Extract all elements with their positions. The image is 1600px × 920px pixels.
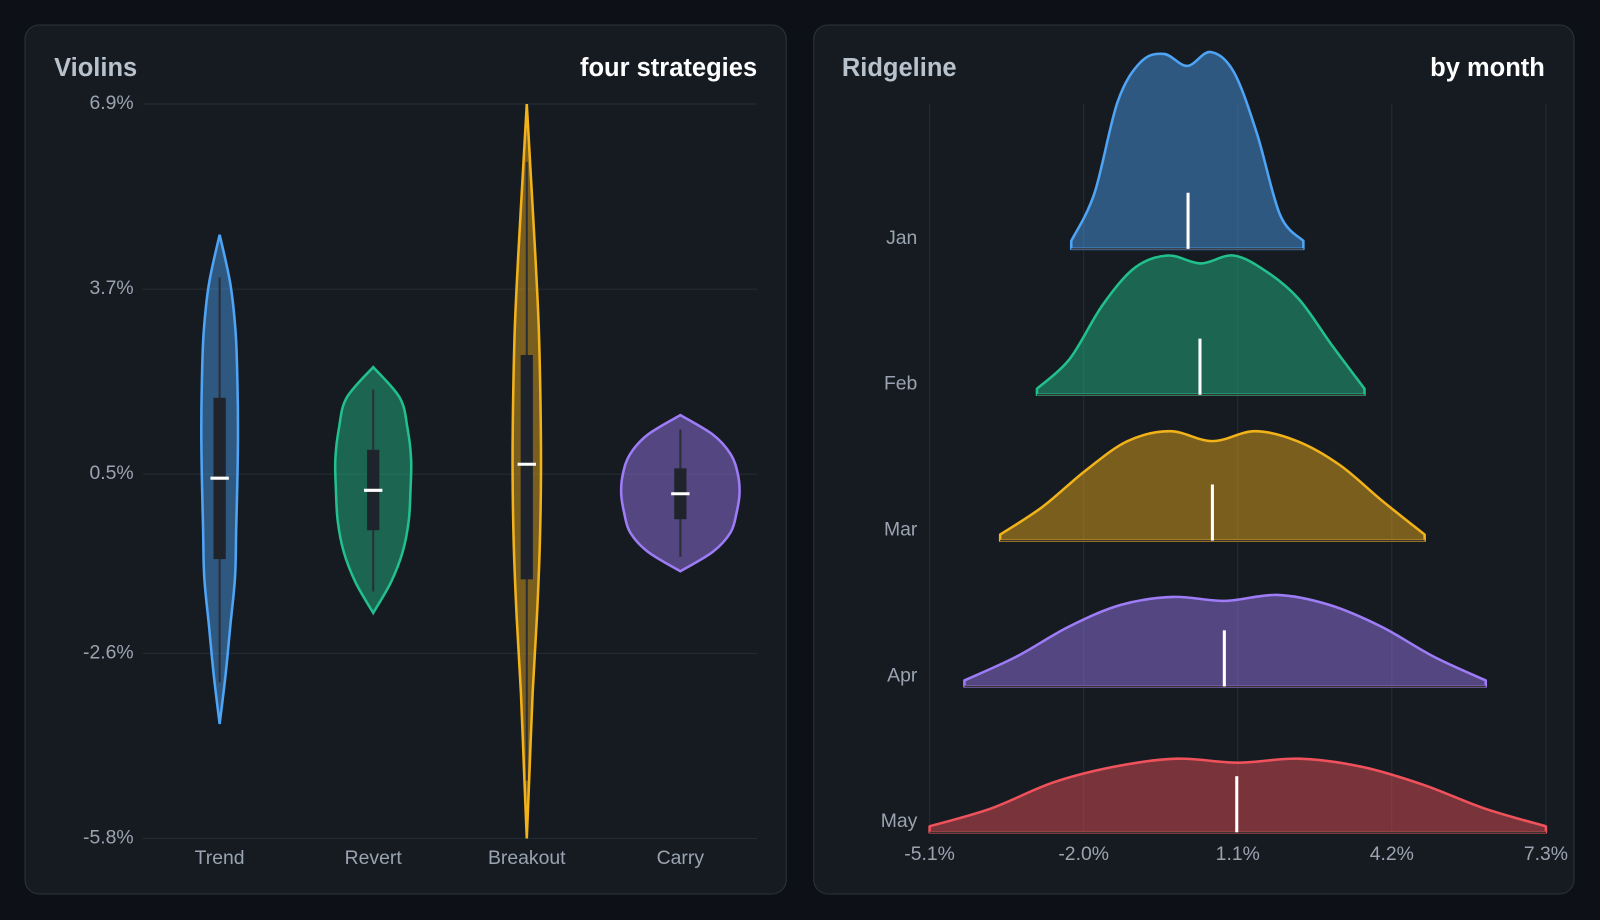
x-tick-label: Breakout [488,847,566,869]
ridge [1069,50,1305,251]
y-tick-label: 0.5% [89,462,133,484]
y-tick-label: May [881,810,918,832]
y-tick-label: Apr [887,664,918,686]
panel [813,24,1575,895]
x-tick-label: Trend [195,847,245,869]
y-tick-label: -5.8% [83,827,134,849]
y-tick-label: Feb [884,373,917,395]
chart-title: Violins [54,54,137,82]
box [520,354,533,580]
chart-title: Ridgeline [842,54,957,82]
y-tick-label: Mar [884,519,918,541]
y-tick-label: 6.9% [89,92,133,114]
panel [24,24,787,895]
x-tick-label: 7.3% [1524,843,1568,865]
x-tick-label: Revert [345,847,403,869]
x-tick-label: -5.1% [904,843,955,865]
x-tick-label: 4.2% [1370,843,1414,865]
y-tick-label: -2.6% [83,641,134,663]
x-tick-label: -2.0% [1058,843,1109,865]
chart-subtitle: four strategies [580,54,757,82]
y-tick-label: Jan [886,227,917,249]
ridge [1035,254,1366,396]
y-tick-label: 3.7% [89,277,133,299]
x-tick-label: 1.1% [1216,843,1260,865]
x-tick-label: Carry [657,847,705,869]
chart-subtitle: by month [1430,54,1545,82]
